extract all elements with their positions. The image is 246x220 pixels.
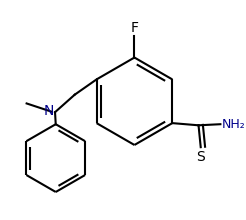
Text: NH₂: NH₂: [221, 118, 245, 131]
Text: N: N: [44, 104, 54, 118]
Text: S: S: [196, 150, 205, 164]
Text: F: F: [130, 21, 138, 35]
